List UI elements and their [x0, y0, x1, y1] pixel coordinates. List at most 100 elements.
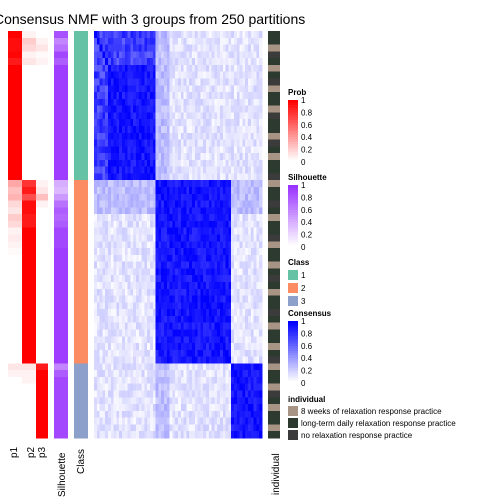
consensus-cell: [208, 132, 212, 140]
consensus-cell: [256, 424, 260, 432]
consensus-cell: [175, 370, 179, 378]
consensus-cell: [94, 159, 98, 168]
consensus-cell: [186, 78, 190, 86]
consensus-cell: [197, 153, 201, 161]
consensus-cell: [127, 220, 131, 229]
consensus-cell: [259, 214, 263, 222]
individual-cell: [268, 275, 280, 283]
consensus-cell: [166, 417, 170, 425]
consensus-colorbar-segment: [288, 348, 298, 352]
consensus-cell: [99, 431, 103, 439]
consensus-cell: [231, 187, 235, 195]
consensus-cell: [136, 248, 140, 256]
consensus-cell: [217, 125, 221, 134]
consensus-cell: [178, 329, 182, 337]
consensus-cell: [169, 64, 173, 73]
consensus-cell: [259, 343, 263, 351]
consensus-cell: [203, 214, 207, 222]
silhouette-cell: [54, 139, 68, 147]
prob-cell-p2: [22, 376, 36, 385]
consensus-cell: [256, 37, 260, 45]
consensus-cell: [192, 383, 196, 391]
consensus-cell: [225, 315, 229, 324]
individual-cell: [268, 78, 280, 86]
consensus-cell: [96, 173, 100, 181]
consensus-cell: [259, 431, 263, 439]
consensus-cell: [119, 200, 123, 208]
consensus-cell: [94, 132, 98, 140]
consensus-cell: [147, 139, 151, 147]
consensus-cell: [136, 315, 140, 324]
consensus-cell: [150, 58, 154, 66]
consensus-cell: [250, 85, 254, 93]
consensus-cell: [192, 431, 196, 439]
consensus-cell: [239, 166, 243, 174]
silhouette-cell: [54, 153, 68, 161]
consensus-cell: [130, 404, 134, 412]
consensus-cell: [130, 275, 134, 283]
consensus-cell: [141, 302, 145, 310]
consensus-cell: [166, 78, 170, 86]
consensus-cell: [222, 404, 226, 412]
prob-cell-p3: [36, 146, 48, 154]
consensus-cell: [99, 376, 103, 385]
consensus-cell: [138, 200, 142, 208]
consensus-cell: [225, 410, 229, 419]
consensus-cell: [186, 146, 190, 154]
consensus-cell: [152, 383, 156, 391]
consensus-cell: [256, 166, 260, 174]
consensus-cell: [99, 261, 103, 269]
consensus-cell: [256, 322, 260, 330]
consensus-cell: [250, 37, 254, 45]
consensus-cell: [94, 363, 98, 371]
consensus-cell: [228, 315, 232, 324]
consensus-cell: [189, 390, 193, 398]
individual-cell: [268, 288, 280, 297]
consensus-cell: [228, 390, 232, 398]
consensus-cell: [94, 85, 98, 93]
consensus-cell: [127, 125, 131, 134]
consensus-cell: [166, 207, 170, 215]
prob-cell-p2: [22, 248, 36, 256]
consensus-cell: [96, 125, 100, 134]
consensus-cell: [141, 370, 145, 378]
consensus-cell: [222, 363, 226, 371]
consensus-cell: [183, 220, 187, 229]
consensus-cell: [253, 173, 257, 181]
consensus-cell: [245, 105, 249, 113]
consensus-colorbar-segment: [288, 343, 298, 347]
consensus-cell: [110, 234, 114, 242]
consensus-cell: [144, 207, 148, 215]
consensus-cell: [234, 85, 238, 93]
consensus-cell: [110, 132, 114, 140]
consensus-cell: [231, 132, 235, 140]
consensus-cell: [178, 424, 182, 432]
consensus-cell: [192, 336, 196, 344]
consensus-cell: [130, 119, 134, 127]
consensus-cell: [225, 234, 229, 242]
individual-cell: [268, 37, 280, 46]
consensus-cell: [130, 193, 134, 201]
consensus-cell: [236, 431, 240, 439]
consensus-cell: [119, 71, 123, 79]
consensus-cell: [105, 200, 109, 208]
prob-cell-p1: [8, 146, 22, 154]
consensus-cell: [178, 376, 182, 385]
consensus-cell: [161, 343, 165, 351]
consensus-cell: [144, 322, 148, 330]
consensus-colorbar-segment: [288, 373, 298, 377]
consensus-cell: [124, 424, 128, 432]
consensus-cell: [152, 241, 156, 249]
prob-cell-p2: [22, 254, 36, 263]
consensus-cell: [122, 404, 126, 412]
consensus-cell: [147, 322, 151, 330]
consensus-cell: [206, 370, 210, 378]
consensus-cell: [231, 139, 235, 147]
consensus-cell: [133, 200, 137, 208]
class-cell: [74, 139, 88, 147]
consensus-cell: [172, 200, 176, 208]
consensus-cell: [197, 71, 201, 79]
consensus-cell: [242, 98, 246, 107]
consensus-cell: [200, 309, 204, 317]
consensus-cell: [144, 159, 148, 168]
